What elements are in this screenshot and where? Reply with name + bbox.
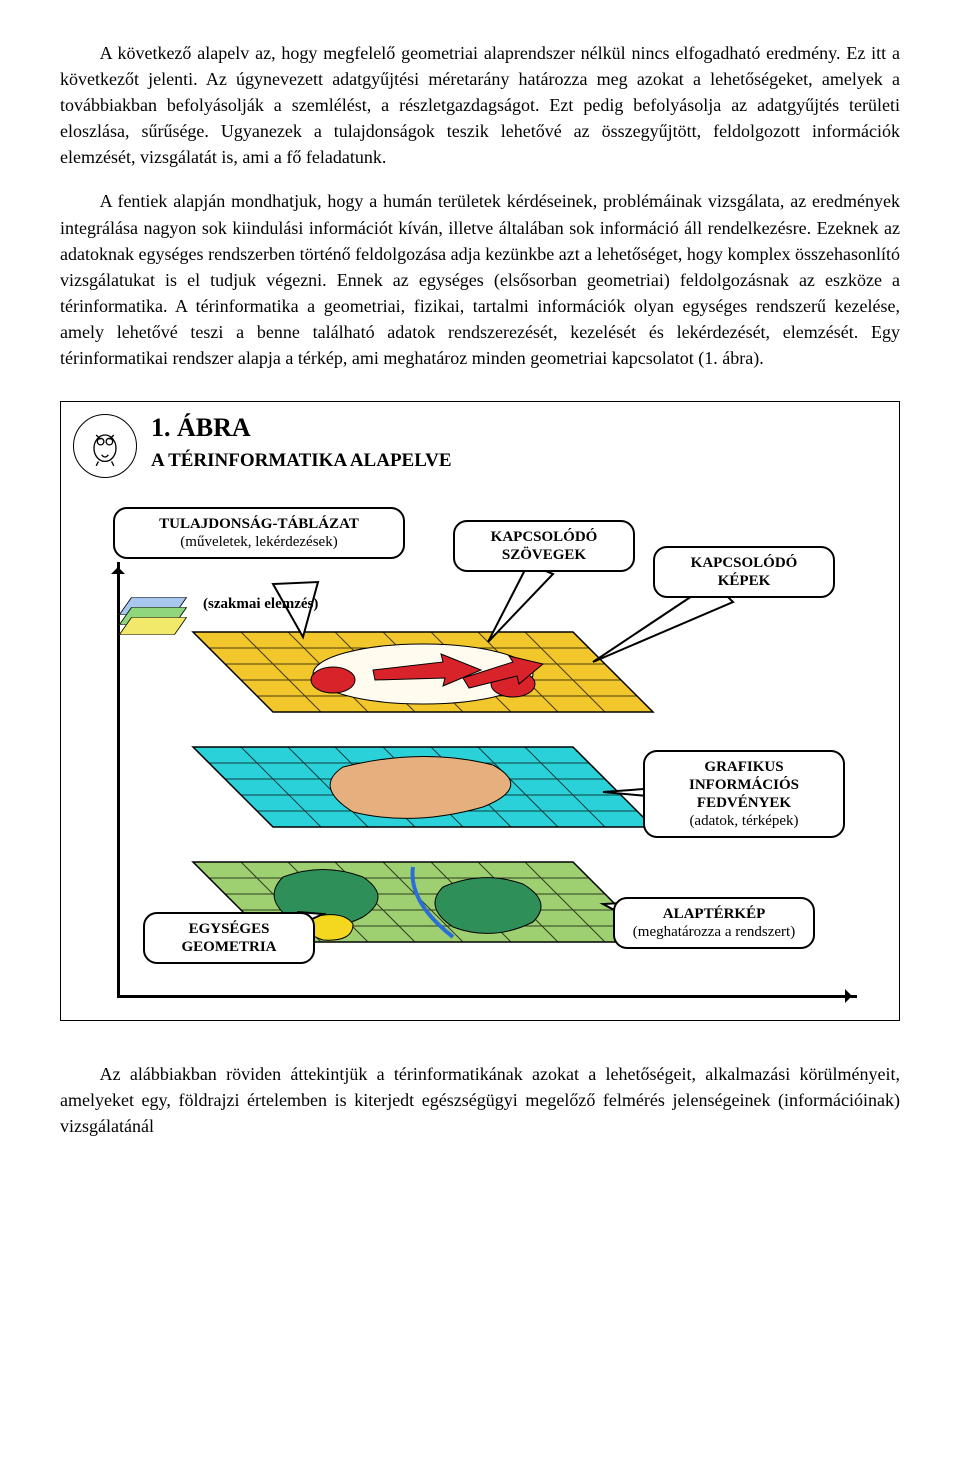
callout-images-label: KAPCSOLÓDÓ KÉPEK xyxy=(691,555,798,589)
figure-1: 1. ÁBRA A TÉRINFORMATIKA ALAPELVE xyxy=(60,401,900,1021)
owl-icon xyxy=(73,414,137,478)
callout-basemap: ALAPTÉRKÉP (meghatározza a rendszert) xyxy=(613,897,815,949)
callout-geometry: EGYSÉGES GEOMETRIA xyxy=(143,912,315,964)
callout-texts: KAPCSOLÓDÓ SZÖVEGEK xyxy=(453,520,635,572)
callout-basemap-title: ALAPTÉRKÉP xyxy=(629,905,799,923)
callout-attr-table-title: TULAJDONSÁG-TÁBLÁZAT xyxy=(129,515,389,533)
callout-images: KAPCSOLÓDÓ KÉPEK xyxy=(653,546,835,598)
figure-header: 1. ÁBRA A TÉRINFORMATIKA ALAPELVE xyxy=(73,414,887,478)
callout-texts-label: KAPCSOLÓDÓ SZÖVEGEK xyxy=(491,529,598,563)
callout-overlays-sub: (adatok, térképek) xyxy=(659,812,829,830)
figure-diagram: TULAJDONSÁG-TÁBLÁZAT (műveletek, lekérde… xyxy=(73,502,887,1008)
paragraph-3: Az alábbiakban röviden áttekintjük a tér… xyxy=(60,1061,900,1139)
paragraph-1: A következő alapelv az, hogy megfelelő g… xyxy=(60,40,900,170)
callout-geometry-label: EGYSÉGES GEOMETRIA xyxy=(181,921,276,955)
figure-title: 1. ÁBRA xyxy=(151,414,452,443)
paragraph-2: A fentiek alapján mondhatjuk, hogy a hum… xyxy=(60,188,900,371)
callout-basemap-sub: (meghatározza a rendszert) xyxy=(629,923,799,941)
callout-overlays: GRAFIKUS INFORMÁCIÓS FEDVÉNYEK (adatok, … xyxy=(643,750,845,838)
callout-analysis: (szakmai elemzés) xyxy=(203,594,318,616)
callout-overlays-title: GRAFIKUS INFORMÁCIÓS FEDVÉNYEK xyxy=(659,758,829,812)
figure-subtitle: A TÉRINFORMATIKA ALAPELVE xyxy=(151,447,452,475)
callout-attr-table: TULAJDONSÁG-TÁBLÁZAT (műveletek, lekérde… xyxy=(113,507,405,559)
callout-attr-table-sub: (műveletek, lekérdezések) xyxy=(129,533,389,551)
